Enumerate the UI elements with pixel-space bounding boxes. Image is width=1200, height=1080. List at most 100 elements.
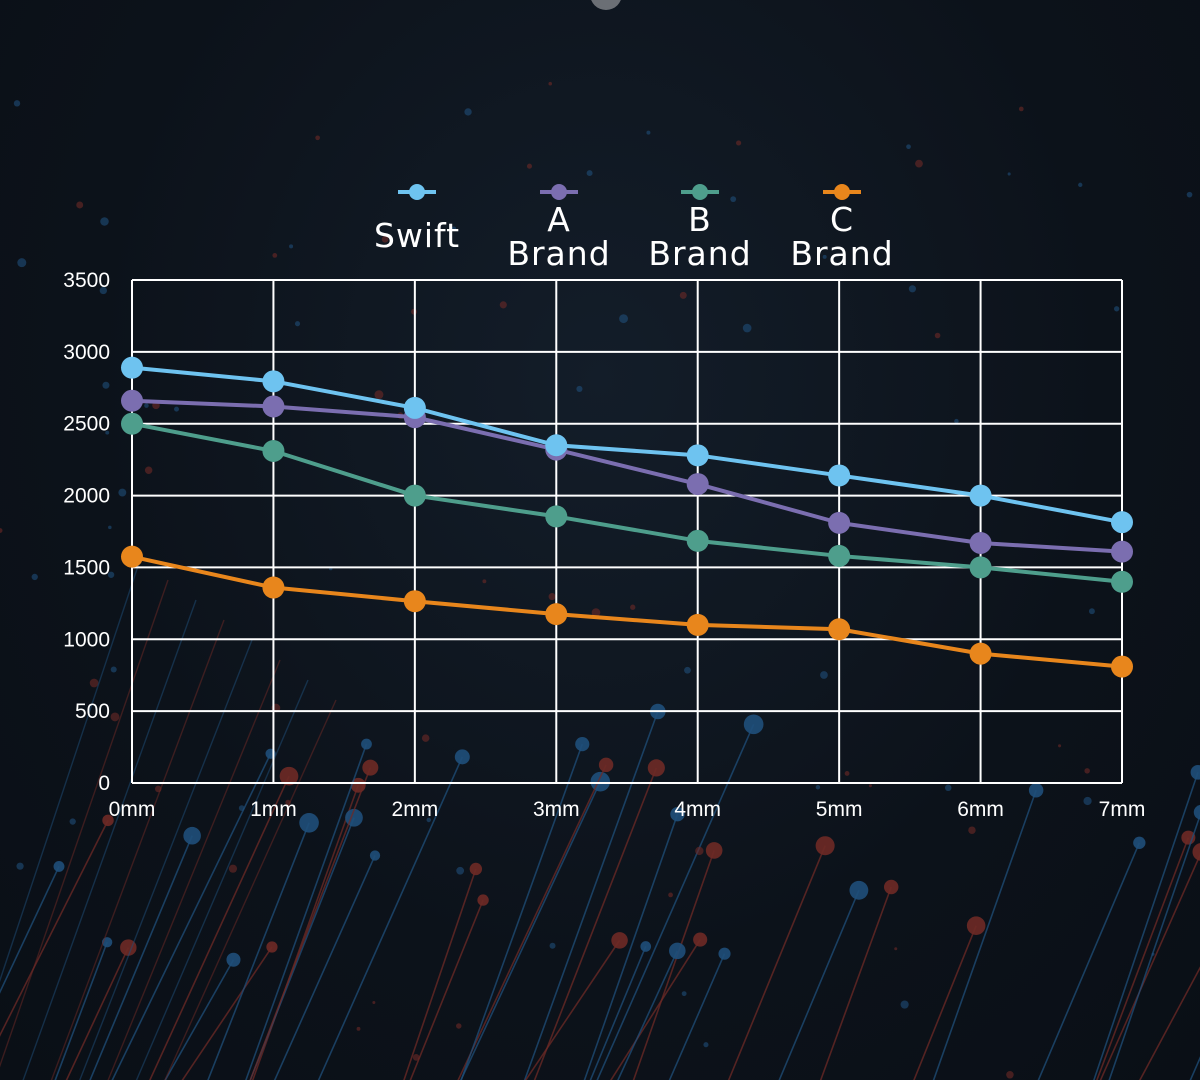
- background-particle: [1007, 172, 1011, 176]
- background-particle: [110, 712, 120, 722]
- background-particle: [99, 286, 108, 295]
- data-point: [121, 356, 143, 379]
- background-particle: [684, 666, 691, 674]
- x-tick-label: 6mm: [957, 798, 1004, 821]
- background-particle: [16, 862, 24, 870]
- background-streak: [1037, 842, 1141, 1080]
- background-dot: [1133, 836, 1146, 849]
- background-particle: [426, 817, 432, 823]
- x-tick-label: 1mm: [250, 798, 297, 821]
- data-point: [121, 545, 143, 568]
- data-point: [262, 576, 285, 599]
- background-particle: [356, 1026, 361, 1031]
- background-particle: [372, 1001, 376, 1005]
- background-particle: [13, 100, 21, 107]
- background-dot: [669, 942, 686, 960]
- background-particle: [1088, 608, 1095, 615]
- x-tick-label: 2mm: [392, 798, 439, 821]
- background-particle: [695, 846, 704, 856]
- background-particle: [820, 671, 828, 679]
- data-point: [828, 544, 851, 567]
- background-particle: [668, 892, 673, 898]
- background-particle: [421, 734, 430, 742]
- background-particle: [174, 406, 179, 412]
- background-streak: [0, 579, 169, 1068]
- background-particle: [76, 201, 84, 209]
- y-tick-label: 1000: [63, 628, 110, 651]
- series-line: [131, 365, 1123, 525]
- background-dot: [815, 836, 835, 856]
- background-particle: [915, 159, 923, 168]
- data-point: [969, 642, 992, 665]
- background-particle: [646, 130, 651, 135]
- background-dot: [226, 952, 241, 967]
- background-dot: [469, 862, 483, 876]
- data-point: [403, 396, 426, 419]
- background-dot: [693, 932, 708, 947]
- background-particle: [1186, 191, 1193, 198]
- background-particle: [482, 579, 487, 584]
- background-dot: [361, 738, 372, 750]
- background-dot: [670, 806, 685, 822]
- legend-label: C Brand: [790, 200, 893, 273]
- background-streak: [207, 822, 310, 1080]
- background-streak: [1108, 813, 1200, 1080]
- background-particle: [1018, 106, 1024, 112]
- background-streak: [523, 711, 659, 1080]
- background-particle: [822, 254, 827, 259]
- background-streak: [596, 724, 755, 1080]
- background-streak: [249, 767, 372, 1080]
- data-point: [828, 511, 851, 534]
- background-particle: [548, 593, 556, 601]
- series-b-brand: [121, 412, 1133, 593]
- background-dot: [53, 861, 65, 872]
- background-particle: [576, 385, 583, 392]
- background-streak: [0, 866, 60, 994]
- background-particle: [1151, 952, 1155, 956]
- background-streak: [181, 946, 273, 1080]
- background-streak: [1139, 966, 1200, 1080]
- legend-item: B Brand: [648, 184, 751, 273]
- background-particle: [100, 217, 109, 226]
- background-particle: [105, 430, 110, 435]
- background-particle: [456, 1023, 462, 1029]
- background-particle: [118, 488, 127, 497]
- background-dot: [369, 850, 381, 861]
- legend-swatch-marker: [834, 184, 850, 200]
- background-particle: [374, 390, 384, 400]
- chart-grid: [131, 279, 1123, 784]
- background-dot: [266, 941, 278, 953]
- background-streak: [22, 599, 197, 1080]
- background-streak: [617, 950, 679, 1080]
- background-streak: [1096, 837, 1190, 1080]
- background-dot: [849, 880, 869, 900]
- background-particle: [456, 866, 465, 875]
- background-dot: [647, 759, 665, 777]
- background-streak: [251, 785, 359, 1080]
- background-particle: [900, 1000, 909, 1009]
- data-point: [121, 389, 143, 412]
- background-streak: [245, 743, 368, 1080]
- background-streak: [111, 753, 272, 1080]
- background-particle: [89, 678, 99, 688]
- background-streak: [0, 559, 141, 983]
- background-streak: [632, 850, 715, 1080]
- background-particle: [681, 991, 687, 997]
- background-streak: [50, 619, 225, 1080]
- background-particle: [1084, 768, 1090, 774]
- data-point: [545, 434, 568, 457]
- background-streak: [89, 835, 193, 1080]
- x-tick-label: 7mm: [1099, 798, 1146, 821]
- background-particle: [294, 321, 301, 327]
- background-particle: [591, 608, 601, 617]
- background-particle: [742, 323, 752, 333]
- background-particle: [619, 314, 628, 324]
- background-streak: [589, 946, 647, 1080]
- background-streak: [54, 941, 108, 1080]
- data-point: [1111, 540, 1133, 563]
- y-tick-label: 2000: [63, 485, 110, 508]
- x-tick-label: 3mm: [533, 798, 580, 821]
- data-point: [969, 484, 992, 507]
